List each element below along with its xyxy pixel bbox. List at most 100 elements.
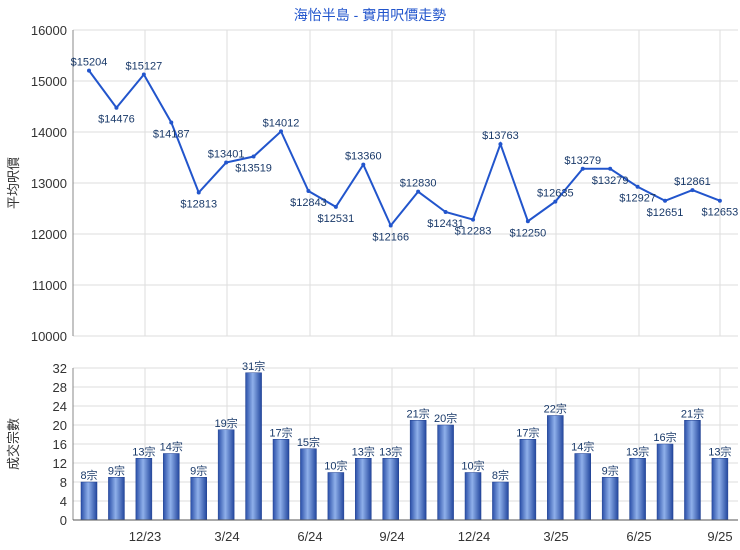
- price-tick-label: 14000: [31, 125, 67, 140]
- price-point: [690, 188, 695, 193]
- price-point: [196, 190, 201, 195]
- price-point: [87, 68, 91, 73]
- price-point: [279, 129, 284, 134]
- count-tick-label: 0: [60, 513, 67, 528]
- price-tick-label: 15000: [31, 74, 67, 89]
- count-bar: [629, 458, 646, 521]
- count-data-label: 20宗: [434, 411, 457, 425]
- price-point: [333, 204, 338, 209]
- count-bar: [464, 472, 482, 521]
- count-tick-label: 20: [53, 418, 67, 433]
- price-data-label: $13279: [564, 155, 601, 167]
- price-tick-label: 13000: [31, 176, 67, 191]
- count-bar: [492, 481, 509, 521]
- price-tick-label: 11000: [32, 278, 67, 293]
- count-bar: [245, 372, 262, 521]
- x-tick-label: 9/25: [707, 529, 732, 544]
- x-tick-label: 12/24: [458, 529, 491, 544]
- count-bar: [217, 429, 235, 521]
- count-bar: [327, 472, 345, 521]
- count-data-label: 21宗: [407, 406, 430, 420]
- count-bar: [382, 458, 399, 521]
- count-bar: [190, 477, 207, 521]
- price-data-label: $12250: [510, 227, 547, 239]
- count-data-label: 9宗: [190, 463, 207, 477]
- count-data-label: 13宗: [132, 444, 155, 458]
- price-point: [498, 142, 503, 147]
- x-tick-label: 3/25: [543, 529, 568, 544]
- price-data-label: $12830: [400, 178, 437, 190]
- count-data-label: 19宗: [215, 416, 238, 430]
- count-data-label: 9宗: [108, 463, 125, 477]
- count-bar: [601, 477, 619, 521]
- count-data-label: 8宗: [80, 468, 97, 482]
- count-bar: [135, 458, 153, 521]
- price-data-label: $13519: [235, 163, 272, 175]
- price-point: [553, 199, 558, 204]
- count-tick-label: 24: [53, 399, 67, 414]
- price-data-label: $12531: [318, 213, 355, 225]
- price-data-label: $14187: [153, 128, 190, 140]
- price-point: [663, 198, 668, 203]
- price-point: [251, 154, 256, 159]
- price-data-label: $15204: [71, 57, 108, 69]
- count-tick-label: 28: [53, 380, 67, 395]
- price-data-label: $13763: [482, 130, 519, 142]
- x-tick-label: 12/23: [129, 529, 162, 544]
- price-data-label: $14012: [263, 117, 300, 129]
- count-bar: [355, 458, 372, 521]
- count-tick-label: 4: [60, 494, 67, 509]
- price-data-label: $12843: [290, 197, 327, 209]
- price-point: [141, 72, 146, 77]
- price-data-label: $12813: [180, 199, 217, 211]
- x-tick-label: 6/25: [626, 529, 651, 544]
- count-data-label: 13宗: [626, 444, 649, 458]
- count-bar: [108, 477, 125, 521]
- price-point: [717, 198, 722, 203]
- price-point: [471, 217, 476, 222]
- chart-title: 海怡半島 - 實用呎價走勢: [294, 7, 446, 23]
- price-point: [114, 105, 119, 110]
- price-data-label: $13279: [592, 175, 629, 187]
- count-data-label: 14宗: [160, 440, 183, 454]
- price-point: [635, 184, 640, 189]
- price-data-label: $13360: [345, 151, 382, 163]
- count-data-label: 16宗: [653, 430, 676, 444]
- price-point: [361, 162, 366, 167]
- price-point: [306, 189, 311, 194]
- count-tick-label: 16: [53, 437, 67, 452]
- price-data-label: $13401: [208, 149, 245, 161]
- price-data-label: $15127: [126, 61, 163, 73]
- price-data-label: $12927: [619, 193, 656, 205]
- x-tick-label: 3/24: [214, 529, 239, 544]
- count-bar: [409, 420, 427, 521]
- count-bar: [547, 415, 564, 521]
- count-data-label: 22宗: [544, 402, 567, 416]
- count-data-label: 21宗: [681, 406, 704, 420]
- count-data-label: 31宗: [242, 359, 265, 373]
- x-tick-label: 9/24: [379, 529, 404, 544]
- price-data-label: $12431: [427, 218, 464, 230]
- count-data-label: 13宗: [708, 444, 731, 458]
- count-data-label: 13宗: [379, 444, 402, 458]
- count-bar: [272, 439, 290, 521]
- count-data-label: 9宗: [602, 463, 619, 477]
- price-data-label: $12283: [455, 226, 492, 238]
- price-data-label: $14476: [98, 114, 135, 126]
- count-bar: [163, 453, 180, 521]
- price-point: [224, 160, 229, 165]
- count-data-label: 10宗: [324, 459, 347, 473]
- count-bar: [519, 439, 537, 521]
- count-bar: [656, 443, 674, 521]
- count-tick-label: 32: [53, 361, 67, 376]
- price-data-label: $12166: [372, 232, 409, 244]
- count-data-label: 13宗: [352, 444, 375, 458]
- price-point: [525, 219, 530, 224]
- price-point: [388, 223, 393, 228]
- price-tick-label: 12000: [31, 227, 67, 242]
- count-bar: [437, 424, 454, 521]
- count-data-label: 17宗: [269, 425, 292, 439]
- price-axis-label: 平均呎價: [6, 157, 21, 209]
